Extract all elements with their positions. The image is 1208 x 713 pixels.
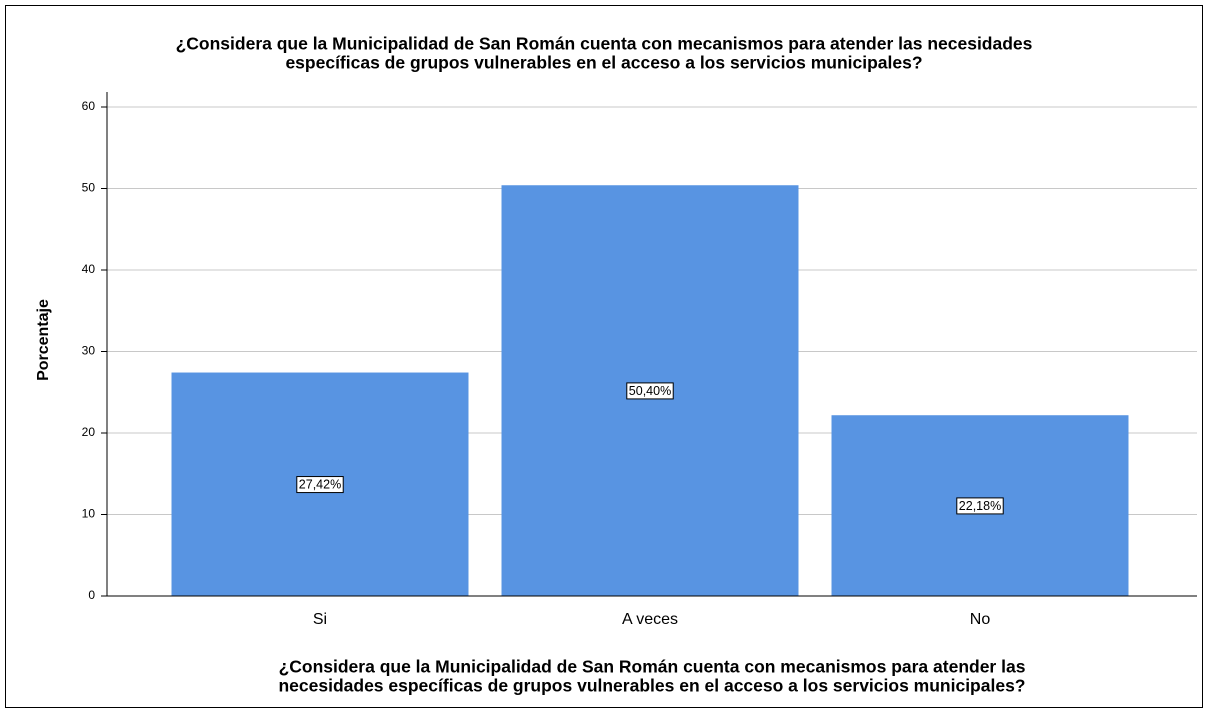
y-tick-label: 20 bbox=[82, 425, 96, 439]
y-axis-title: Porcentaje bbox=[35, 299, 52, 381]
value-label-box bbox=[296, 476, 344, 494]
y-tick-label: 30 bbox=[82, 344, 96, 358]
x-axis-title: necesidades específicas de grupos vulner… bbox=[278, 676, 1025, 696]
y-tick-label: 40 bbox=[82, 262, 96, 276]
value-label: 27,42% bbox=[299, 478, 341, 492]
x-axis-title: ¿Considera que la Municipalidad de San R… bbox=[279, 657, 1026, 677]
y-tick-label: 0 bbox=[88, 588, 95, 602]
value-label-box bbox=[956, 497, 1004, 515]
chart-title: ¿Considera que la Municipalidad de San R… bbox=[176, 34, 1033, 54]
value-label: 22,18% bbox=[959, 499, 1001, 513]
y-tick-label: 50 bbox=[82, 181, 96, 195]
chart-title: específicas de grupos vulnerables en el … bbox=[285, 53, 922, 73]
x-tick-label: Si bbox=[313, 611, 327, 628]
value-label-box bbox=[626, 382, 674, 400]
y-tick-label: 60 bbox=[82, 99, 96, 113]
x-tick-label: A veces bbox=[622, 611, 678, 628]
y-tick-label: 10 bbox=[82, 507, 96, 521]
value-label: 50,40% bbox=[629, 384, 671, 398]
x-tick-label: No bbox=[970, 611, 991, 628]
